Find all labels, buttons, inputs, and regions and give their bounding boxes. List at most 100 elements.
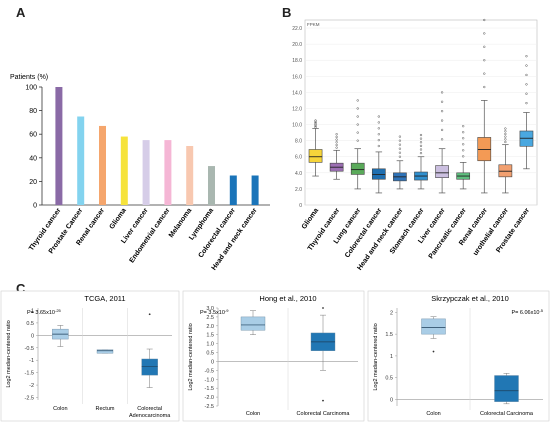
y-tick-label: 0 [31,333,34,339]
bar-lymphoma [208,166,215,205]
outlier-thyroid-cancer [335,138,338,141]
bar-thyroid-cancer [55,87,63,205]
outlier-liver-cancer [440,110,444,113]
outlier-lung-cancer [356,115,359,118]
outlier-lung-cancer [356,131,359,134]
outlier-lung-cancer [356,139,359,142]
outlier-prostate-cancer [525,64,528,67]
y-axis-label: Log2 median-centered ratio [188,323,194,390]
outlier-glioma [314,119,317,122]
chart-title: Skrzypczak et al., 2010 [431,294,509,303]
y-tick-label: 0 [390,397,393,403]
y-tick-label: 0.5 [206,351,214,357]
y-tick-label: 1.0 [206,342,214,348]
outlier-prostate-cancer [525,55,528,58]
outlier-liver-cancer [440,119,444,122]
y-tick-label: -2.5 [205,404,214,410]
outlier-thyroid-cancer [335,146,338,149]
outlier-pancreatic-cancer [462,131,465,134]
outlier-renal-cancer [483,59,486,62]
y-tick-label: 2.0 [206,324,214,330]
y-axis-label: Log2 median-centered ratio [373,323,379,390]
x-tick-label-glioma: Glioma [301,207,320,231]
x-tick-label-colorectal-carcinoma: Colorectal Carcinoma [297,411,351,417]
outlier-urothelial-cancer [504,130,507,133]
y-tick-label: -2.0 [205,395,214,401]
box-rectum [96,349,114,354]
outlier-prostate-cancer [525,101,528,105]
x-tick-label-endometrial-cancer: Endometrial cancer [129,207,172,264]
y-tick-label: 22.0 [292,26,302,32]
outlier-renal-cancer [483,18,486,22]
y-tick-label: -0.5 [205,368,214,374]
outlier-stomach-cancer [419,151,423,155]
outlier-renal-cancer [483,32,486,35]
outlier-stomach-cancer [419,137,423,140]
x-tick-label-rectum: Rectum [96,406,115,412]
bar-melanoma [186,146,194,205]
x-tick-label-colorectal-carcinoma: Colorectal Carcinoma [480,411,534,417]
chart-c-skrzypczak: Skrzypczak et al., 2010 2 1.5 1 0.5 0 Log2 med… [367,290,550,422]
outlier-renal-cancer [483,45,486,48]
bar-colorectal-cancer [229,175,237,205]
y-tick-label: 20.0 [292,42,302,48]
p-value-exponent: -5 [539,308,543,313]
outlier-colorectal-cancer [377,138,380,142]
outlier-colorectal-cancer [377,133,380,136]
outlier-lung-cancer [356,107,359,110]
bar-endometrial-cancer [164,140,172,205]
outlier-glioma [314,126,317,129]
outlier-thyroid-cancer [335,133,338,136]
y-tick-label: 3.0 [206,306,214,312]
y-tick-label: 40 [29,155,37,162]
y-tick-label: 2.5 [206,315,214,321]
y-tick-label: 16.0 [292,74,302,80]
p-value-annotation: P= 6.06x10-5 [511,308,543,316]
bar-head-and-neck-cancer [251,175,259,205]
p-value-annotation: P= 3.65x10-25 [27,308,62,316]
outlier-glioma [314,123,317,126]
panel-label-a: A [16,5,26,20]
y-tick-label: 0 [299,203,302,209]
x-tick-label-pancreatic-cancer: Pancreatic cancer [428,207,468,260]
outlier-head-and-neck-cancer [398,151,402,154]
x-tick-label-colorectal-adenocarcinoma: Colorectal [137,406,162,412]
outlier-prostate-cancer [525,73,528,77]
bar-glioma [120,136,128,205]
y-tick-label: 80 [29,108,37,115]
outlier-renal-cancer [483,72,486,75]
outlier-pancreatic-cancer [462,137,465,140]
bar-renal-cancer [99,125,106,205]
outlier-liver-cancer [440,138,444,141]
y-tick-label: 2.0 [295,187,302,193]
bar-liver-cancer [142,140,150,205]
p-value-exponent: -9 [225,308,229,313]
y-tick-label: 1 [31,308,34,314]
y-tick-label: 0.5 [385,376,393,382]
outlier-glioma [314,124,317,128]
outlier-thyroid-cancer [335,141,338,144]
outlier-liver-cancer [440,91,444,94]
outlier-pancreatic-cancer [462,149,465,152]
outlier-head-and-neck-cancer [398,135,402,138]
y-tick-label: -1.5 [25,371,34,377]
y-tick-label: -1.0 [205,377,214,383]
bar-prostate-cancer [77,116,85,205]
outlier-pancreatic-cancer [462,125,465,128]
outlier-urothelial-cancer [504,135,507,138]
outlier-head-and-neck-cancer [398,143,402,146]
outlier-glioma [314,122,317,125]
y-tick-label: 1 [390,354,393,360]
chart-c-tcga: TCGA, 2011 1 0.5 0 -0.5 -1 -1.5 -2 -2.5 Log2 medi… [0,290,180,422]
outlier-urothelial-cancer [504,132,507,136]
outlier-prostate-cancer [525,83,528,86]
y-tick-label: 4.0 [295,171,302,177]
box-colon [421,318,446,335]
y-tick-label: 20 [29,179,37,186]
outlier-liver-cancer [440,100,444,103]
p-value-exponent: -25 [55,308,62,313]
x-tick-label-colorectal-adenocarcinoma: Adenocarcinoma [129,413,171,419]
y-axis-label: Log2 median-centered ratio [6,320,12,387]
y-axis-label: Patients (%) [10,74,48,81]
x-tick-label-head-and-neck-cancer: Head and neck cancer [211,207,259,272]
